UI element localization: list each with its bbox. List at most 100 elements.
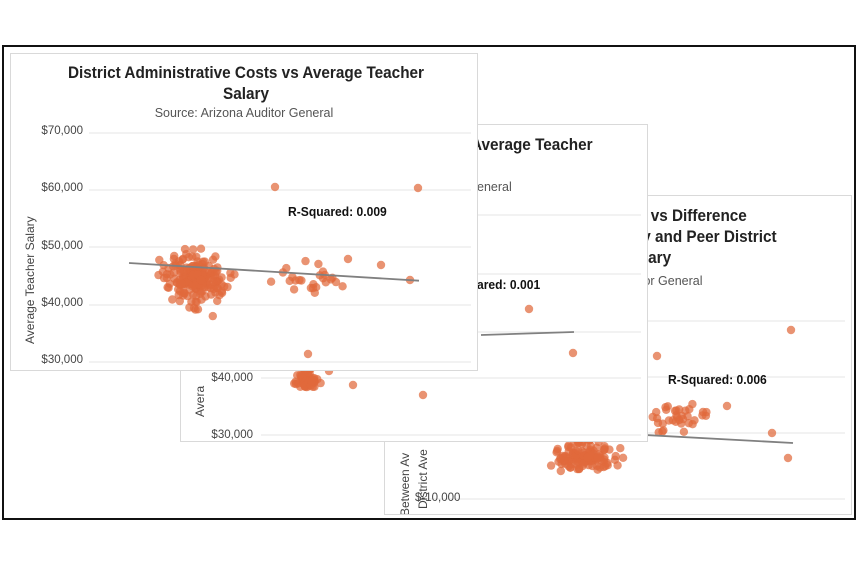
y-tick-label: $70,000 (41, 125, 83, 137)
y-tick-label: $40,000 (41, 297, 83, 309)
data-point (603, 458, 612, 468)
data-point (600, 445, 609, 454)
data-point (226, 273, 235, 282)
data-point (196, 244, 206, 253)
y-axis-label-partial: Avera (193, 385, 207, 417)
data-point (343, 254, 353, 264)
data-point (163, 283, 172, 292)
data-point (654, 428, 663, 437)
data-point (613, 461, 622, 470)
data-point (553, 444, 562, 454)
data-point (616, 444, 625, 453)
data-point (661, 403, 670, 412)
data-point (301, 256, 310, 266)
chart-plot-area (89, 132, 471, 363)
trend-line (480, 331, 575, 336)
data-point (208, 311, 217, 321)
r-squared-label: R-Squared: 0.006 (668, 372, 767, 387)
data-point (583, 453, 592, 462)
data-point (196, 275, 206, 285)
data-point (722, 401, 732, 411)
data-point (213, 296, 222, 306)
data-point (270, 182, 280, 192)
y-tick-label: $60,000 (41, 182, 83, 194)
data-point (611, 451, 620, 461)
chart-title-partial: Average Teacher (471, 135, 593, 154)
data-point (175, 296, 184, 306)
data-point (524, 304, 534, 314)
y-axis-label-line2: District Ave (416, 449, 430, 509)
data-point (574, 446, 583, 455)
data-point (767, 428, 777, 438)
data-point (653, 418, 663, 428)
data-point (679, 427, 689, 436)
data-point (675, 405, 684, 414)
chart-plot-area (261, 214, 641, 436)
y-axis-label: Average Teacher Salary (23, 216, 37, 344)
data-point (177, 279, 186, 288)
data-point (698, 407, 708, 417)
data-point (180, 289, 189, 298)
data-point (556, 454, 565, 464)
data-point (593, 453, 602, 463)
data-point (664, 416, 674, 425)
data-point (176, 266, 185, 275)
y-tick-label: $50,000 (41, 240, 83, 252)
y-tick-label: $40,000 (211, 372, 253, 384)
data-point (209, 277, 218, 286)
data-point (348, 380, 358, 390)
data-point (162, 273, 172, 283)
data-point (188, 252, 197, 261)
data-point (574, 464, 584, 473)
data-point (783, 453, 793, 463)
data-point (285, 276, 294, 286)
data-point (564, 462, 573, 471)
y-tick-label: $30,000 (41, 354, 83, 366)
data-point (307, 377, 316, 386)
chart-card-admin-costs-vs-salary: District Administrative Costs vs Average… (10, 53, 478, 371)
y-axis-label-line1: Between Av (398, 452, 412, 515)
trend-line (128, 262, 420, 282)
data-point (170, 274, 179, 283)
data-point (170, 251, 179, 261)
data-point (338, 282, 347, 291)
data-point (331, 277, 341, 287)
data-point (178, 254, 188, 264)
chart-subtitle: Source: Arizona Auditor General (154, 106, 334, 120)
data-point (266, 277, 276, 286)
data-point (786, 325, 796, 335)
data-point (200, 257, 209, 266)
y-tick-label: $-10,000 (415, 492, 461, 504)
data-point (413, 183, 423, 193)
data-point (191, 305, 200, 314)
y-tick-label: $30,000 (211, 429, 253, 441)
data-point (303, 349, 313, 359)
data-point (652, 351, 662, 361)
data-point (685, 405, 694, 414)
data-point (418, 390, 428, 400)
r-squared-label: ared: 0.001 (477, 277, 541, 292)
data-point (564, 447, 573, 456)
data-point (318, 274, 328, 283)
data-point (556, 466, 565, 476)
chart-title: District Administrative Costs vs Average… (67, 63, 425, 103)
chart-subtitle-partial: tor General (640, 274, 703, 288)
data-point (593, 465, 602, 474)
data-point (376, 260, 386, 270)
data-point (690, 416, 699, 425)
data-point (618, 453, 628, 462)
data-point (546, 461, 556, 470)
data-point (677, 419, 686, 428)
data-point (289, 285, 299, 294)
data-point (295, 275, 304, 285)
data-point (196, 289, 205, 298)
data-point (308, 283, 318, 293)
data-point (188, 245, 198, 254)
data-point (314, 259, 323, 269)
r-squared-label: R-Squared: 0.009 (288, 204, 387, 219)
data-point (168, 295, 177, 304)
data-point (568, 348, 578, 358)
chart-subtitle-partial: eneral (477, 180, 512, 194)
data-point (683, 412, 692, 421)
data-point (211, 252, 220, 261)
